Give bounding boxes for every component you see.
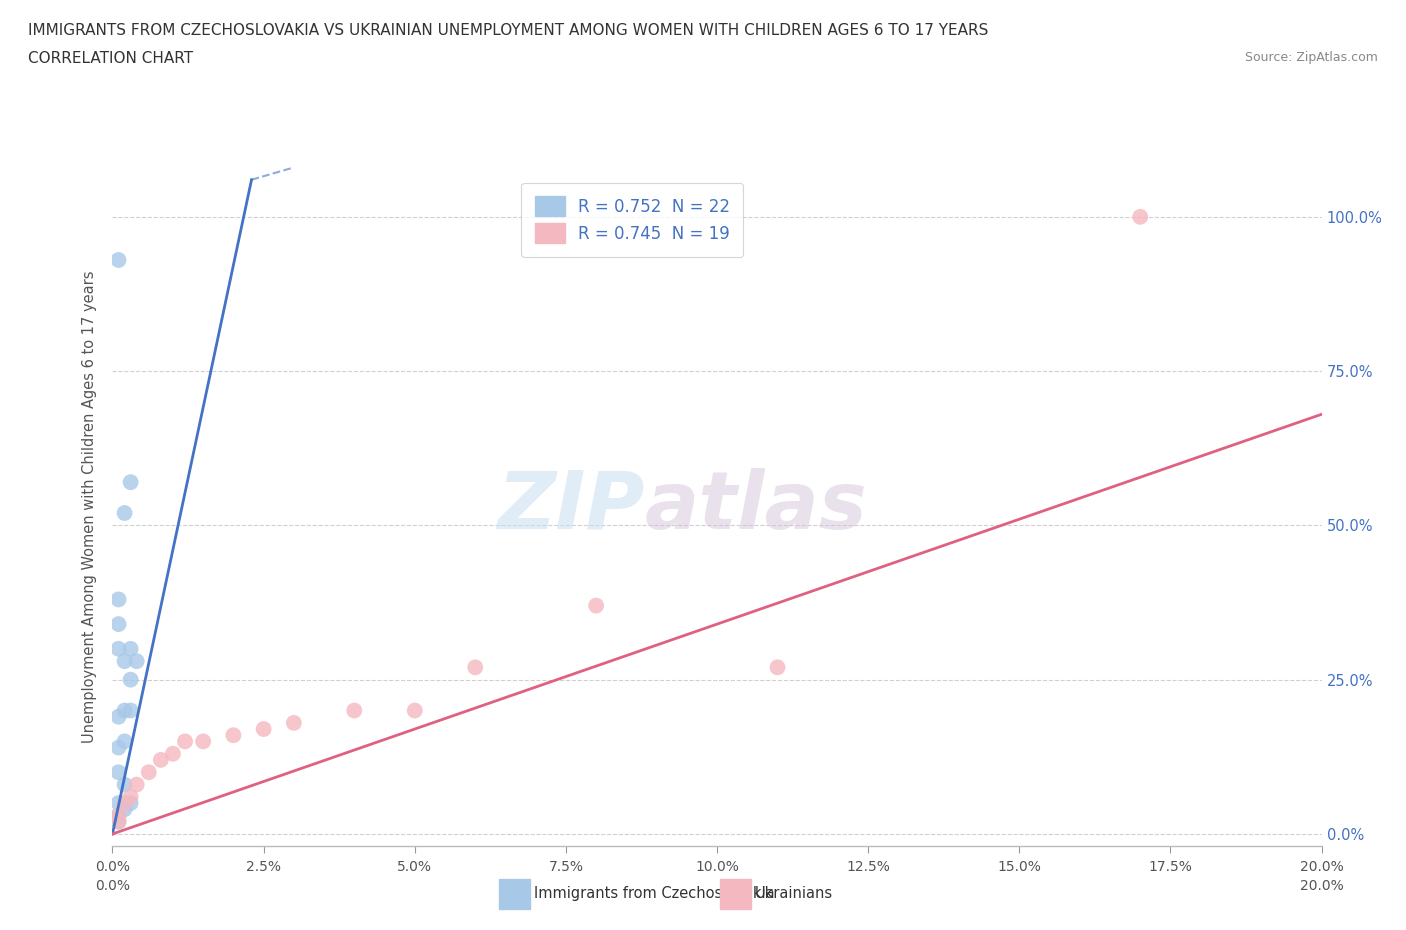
Point [107, 642, 129, 657]
Point [162, 746, 184, 761]
Point [114, 703, 136, 718]
Point [120, 474, 142, 489]
Point [107, 253, 129, 268]
Point [107, 808, 129, 823]
Point [107, 710, 129, 724]
Point [114, 796, 136, 811]
Text: Source: ZipAtlas.com: Source: ZipAtlas.com [1244, 51, 1378, 64]
Point [120, 790, 142, 804]
Text: Ukrainians: Ukrainians [755, 886, 834, 901]
Point [107, 740, 129, 755]
Point [107, 796, 129, 811]
Text: ZIP: ZIP [498, 468, 644, 546]
Text: 0.0%: 0.0% [96, 879, 129, 893]
Point [191, 734, 214, 749]
Point [174, 734, 197, 749]
Point [120, 672, 142, 687]
Point [107, 764, 129, 779]
Point [107, 814, 129, 829]
Point [120, 642, 142, 657]
Point [585, 598, 607, 613]
Point [404, 703, 426, 718]
Point [283, 715, 305, 730]
Point [107, 592, 129, 607]
Point [125, 777, 148, 792]
Point [120, 796, 142, 811]
Point [114, 506, 136, 521]
Text: atlas: atlas [644, 468, 868, 546]
Point [107, 617, 129, 631]
Point [138, 764, 160, 779]
Point [222, 728, 245, 743]
Point [114, 734, 136, 749]
Text: IMMIGRANTS FROM CZECHOSLOVAKIA VS UKRAINIAN UNEMPLOYMENT AMONG WOMEN WITH CHILDR: IMMIGRANTS FROM CZECHOSLOVAKIA VS UKRAIN… [28, 23, 988, 38]
Point [107, 814, 129, 829]
Point [114, 777, 136, 792]
Legend: R = 0.752  N = 22, R = 0.745  N = 19: R = 0.752 N = 22, R = 0.745 N = 19 [522, 182, 744, 257]
Point [464, 660, 486, 675]
Point [343, 703, 366, 718]
Text: 20.0%: 20.0% [1299, 879, 1344, 893]
Point [120, 703, 142, 718]
Point [149, 752, 172, 767]
Y-axis label: Unemployment Among Women with Children Ages 6 to 17 years: Unemployment Among Women with Children A… [82, 271, 97, 743]
Point [766, 660, 789, 675]
Point [114, 802, 136, 817]
Point [1129, 209, 1152, 224]
Text: Immigrants from Czechoslovakia: Immigrants from Czechoslovakia [534, 886, 775, 901]
Point [107, 808, 129, 823]
Point [114, 654, 136, 669]
Text: CORRELATION CHART: CORRELATION CHART [28, 51, 193, 66]
Point [125, 654, 148, 669]
Point [253, 722, 276, 737]
